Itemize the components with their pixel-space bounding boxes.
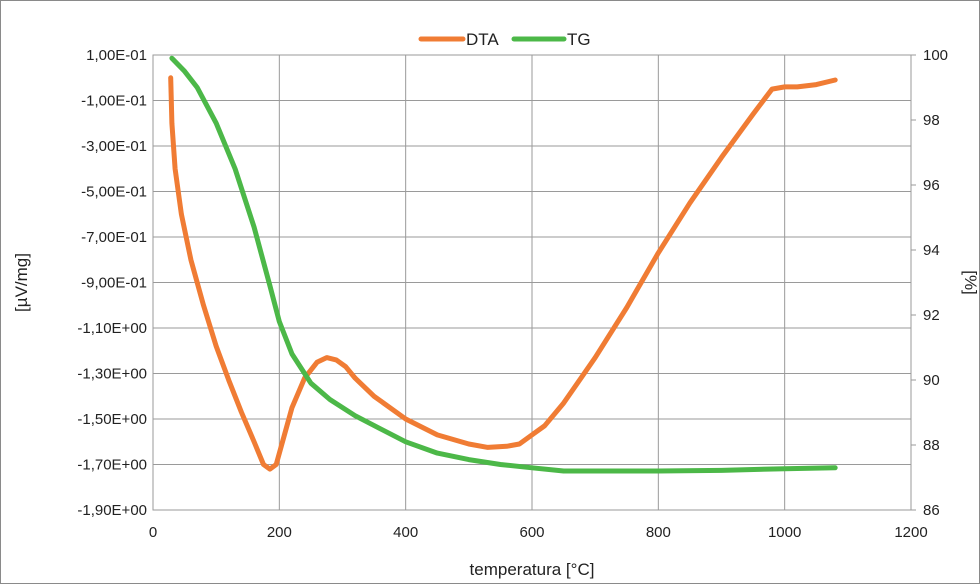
y-left-tick-label: -1,50E+00 <box>77 411 147 428</box>
x-tick-label: 1000 <box>768 524 801 541</box>
x-tick-label: 800 <box>646 524 671 541</box>
y-left-tick-label: -5,00E-01 <box>81 184 147 201</box>
x-axis-label: temperatura [°C] <box>470 560 595 579</box>
y-left-tick-label: -7,00E-01 <box>81 229 147 246</box>
x-tick-label: 200 <box>267 524 292 541</box>
series-layer <box>168 55 838 474</box>
y-axis-left-label: [µV/mg] <box>12 253 31 312</box>
y-axis-right-label: [%] <box>961 270 979 295</box>
legend-label-tg: TG <box>567 30 591 49</box>
grid <box>152 54 912 511</box>
y-right-tick-label: 94 <box>923 242 940 259</box>
y-left-tick-label: -1,00E-01 <box>81 93 147 110</box>
y-left-tick-label: 1,00E-01 <box>86 47 147 64</box>
x-tick-label: 600 <box>519 524 544 541</box>
y-right-tick-label: 98 <box>923 112 940 129</box>
y-right-tick-label: 90 <box>923 372 940 389</box>
y-left-tick-label: -1,90E+00 <box>77 502 147 519</box>
legend: DTA TG <box>418 30 591 49</box>
x-tick-label: 400 <box>393 524 418 541</box>
y-right-tick-label: 92 <box>923 307 940 324</box>
y-left-tick-label: -3,00E-01 <box>81 138 147 155</box>
y-right-tick-label: 86 <box>923 502 940 519</box>
y-left-tick-label: -9,00E-01 <box>81 275 147 292</box>
x-tick-label: 1200 <box>894 524 927 541</box>
y-right-tick-label: 96 <box>923 177 940 194</box>
legend-label-dta: DTA <box>466 30 499 49</box>
y-left-tick-label: -1,30E+00 <box>77 366 147 383</box>
series-line-tg <box>169 55 838 474</box>
y-right-tick-label: 88 <box>923 437 940 454</box>
y-left-tick-label: -1,10E+00 <box>77 320 147 337</box>
series-line-dta <box>168 75 838 472</box>
x-tick-label: 0 <box>149 524 157 541</box>
y-right-tick-label: 100 <box>923 47 948 64</box>
y-left-tick-label: -1,70E+00 <box>77 457 147 474</box>
axes: 0 200 400 600 800 1000 1200 1,00E-01 -1,00E-01 -3… <box>77 47 948 541</box>
